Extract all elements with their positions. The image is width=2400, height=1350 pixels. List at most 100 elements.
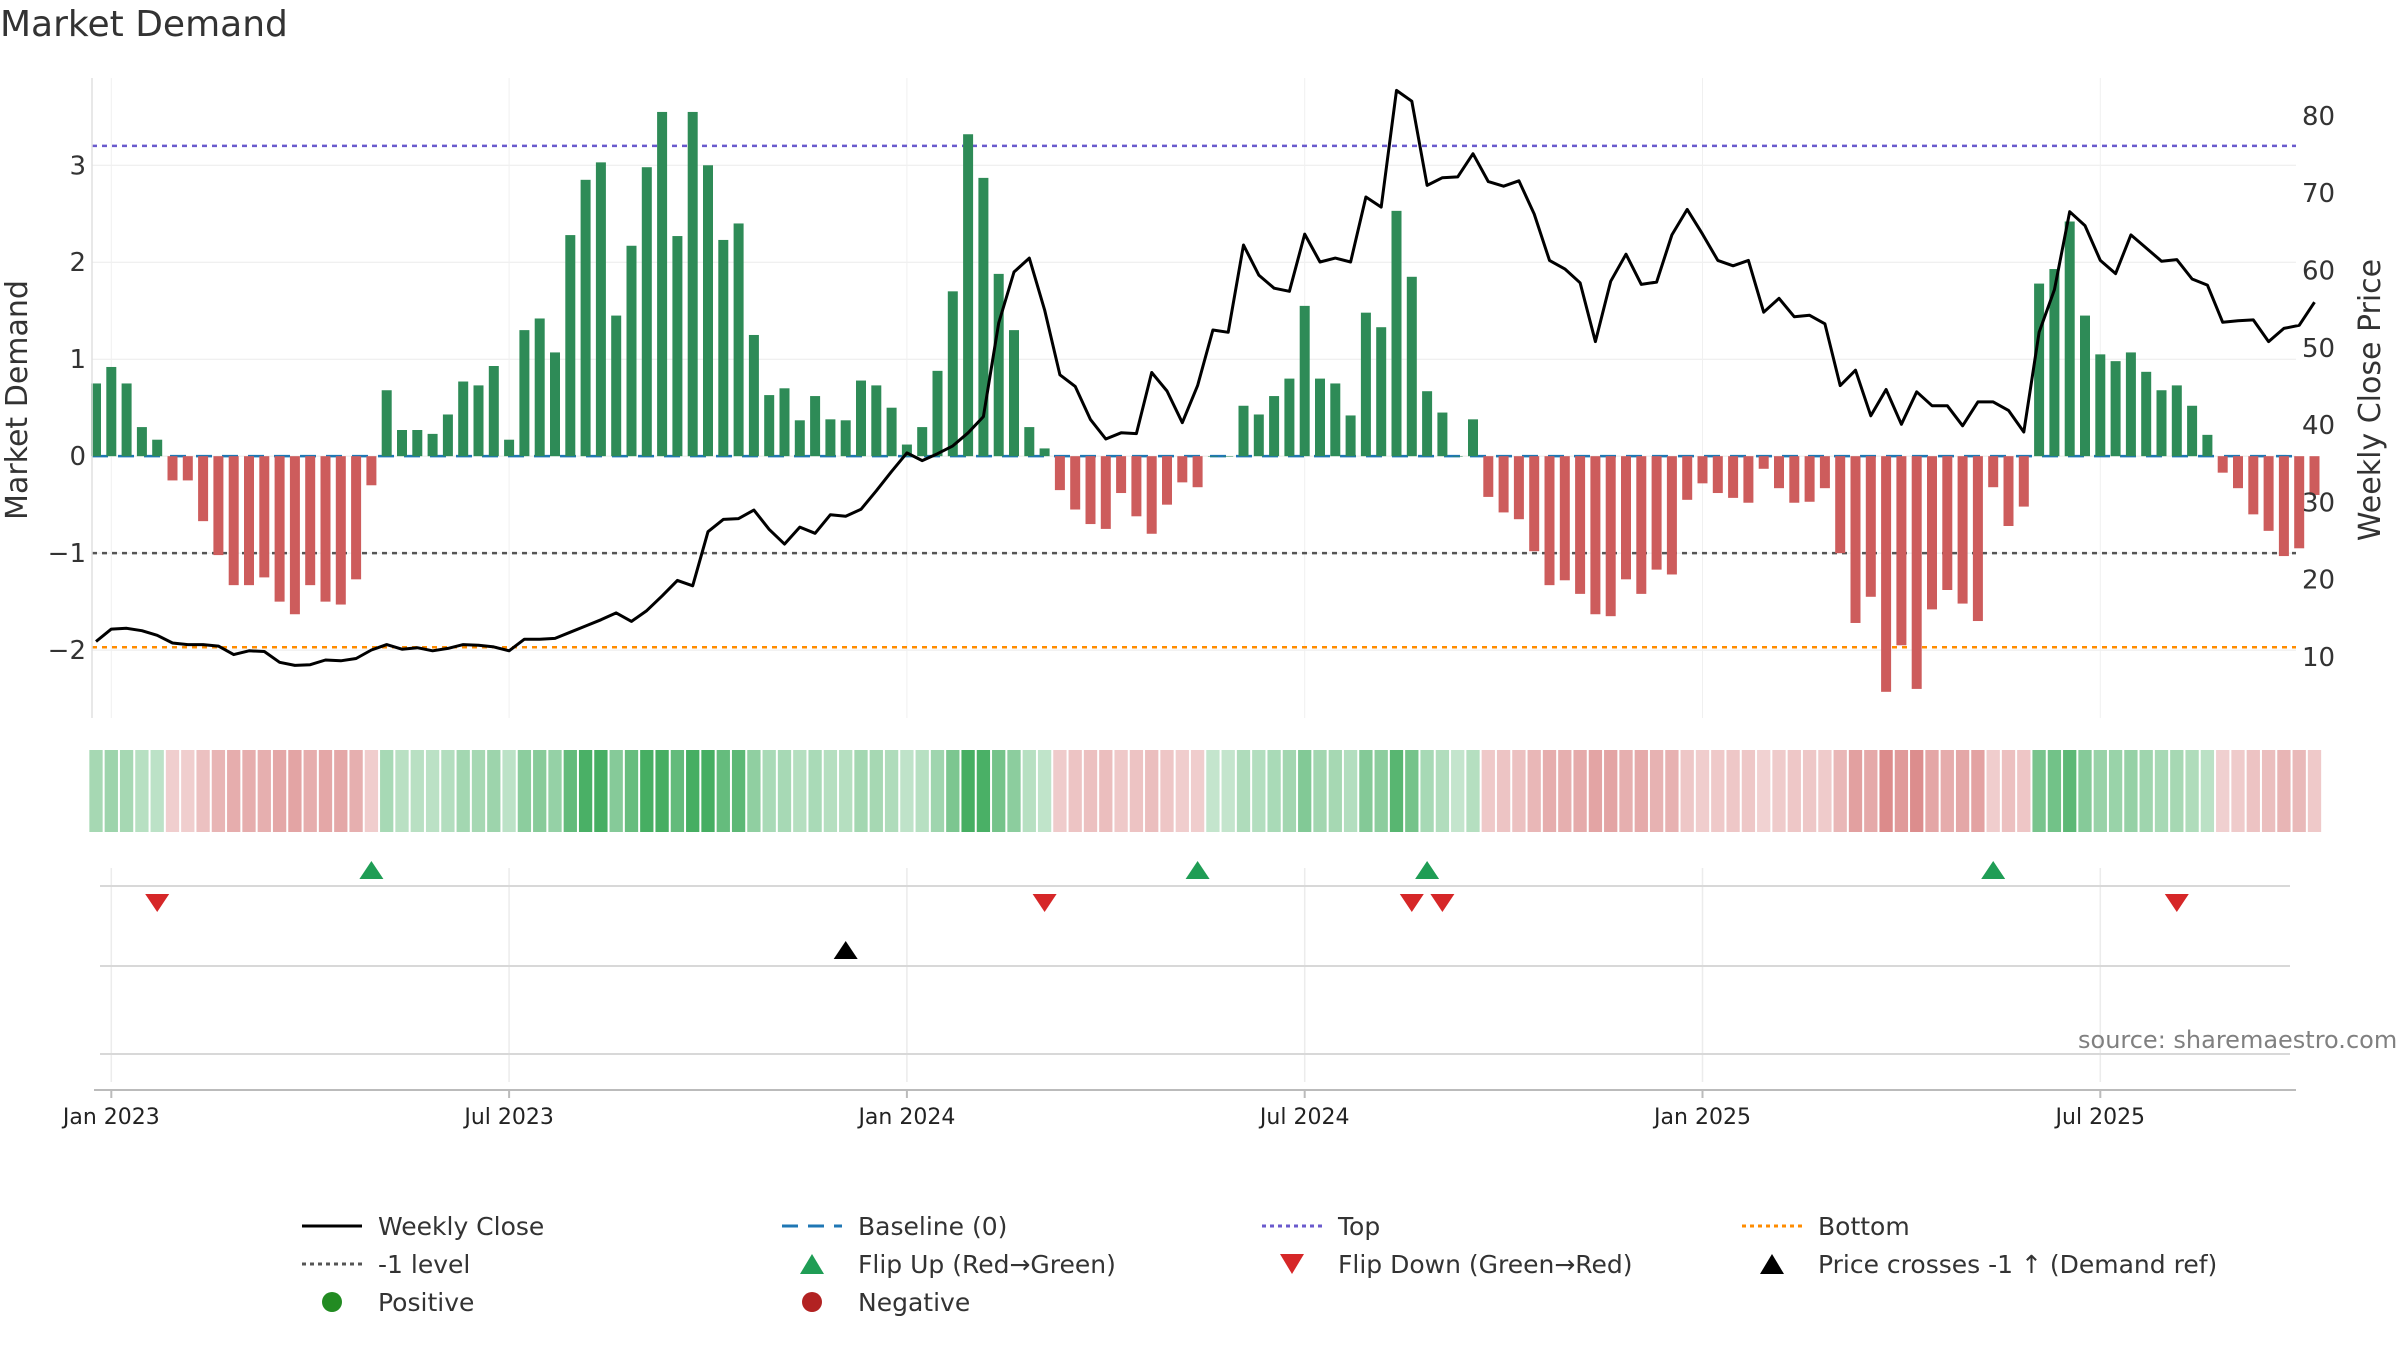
demand-bar — [2187, 405, 2198, 457]
demand-bar — [1957, 456, 1968, 604]
heat-cell — [1236, 750, 1251, 832]
heat-cell — [640, 750, 654, 832]
demand-bar — [2233, 456, 2243, 489]
demand-bar — [305, 456, 316, 586]
heat-cell — [2200, 750, 2215, 832]
triangle-down-icon — [1260, 1249, 1324, 1279]
demand-bar — [1850, 456, 1861, 623]
y2-tick-label: 60 — [2302, 256, 2335, 286]
demand-bar — [1238, 405, 1249, 457]
heat-cell — [1910, 750, 1924, 832]
legend-item-positive: Positive — [300, 1284, 474, 1320]
demand-bar — [917, 427, 928, 457]
demand-bar — [1575, 456, 1586, 594]
demand-bar — [565, 235, 576, 457]
demand-bar — [733, 223, 744, 457]
demand-bar — [2110, 361, 2121, 457]
demand-bar — [121, 383, 132, 457]
heat-cell — [471, 750, 486, 832]
demand-bar — [1315, 378, 1325, 457]
heat-cell — [1053, 750, 1067, 832]
heat-cell — [1343, 750, 1358, 832]
x-tick-label: Jan 2025 — [1652, 1105, 1751, 1130]
demand-bar — [534, 318, 545, 457]
demand-bar — [1513, 456, 1524, 520]
demand-bar — [963, 134, 974, 457]
heat-cell — [1282, 750, 1297, 832]
heat-cell — [900, 750, 914, 832]
demand-bar — [947, 291, 958, 457]
x-tick-label: Jan 2024 — [856, 1105, 955, 1130]
demand-bar — [351, 456, 362, 580]
heat-cell — [334, 750, 348, 832]
demand-bar — [1207, 456, 1218, 457]
heat-cell — [2093, 750, 2107, 832]
demand-bar — [810, 396, 821, 457]
heat-cell — [2277, 750, 2291, 832]
demand-bar — [901, 444, 912, 457]
heat-cell — [1405, 750, 1419, 832]
heat-cell — [839, 750, 853, 832]
demand-bar — [519, 330, 530, 457]
demand-bar — [473, 385, 484, 457]
heat-cell — [915, 750, 929, 832]
heat-cell — [318, 750, 333, 832]
demand-bars — [91, 111, 2320, 692]
heat-cell — [854, 750, 868, 832]
legend-line-dotted-icon — [300, 1249, 364, 1279]
heat-cell — [1955, 750, 1970, 832]
demand-bar — [1529, 456, 1540, 552]
heat-cell — [2108, 750, 2123, 832]
demand-bar — [1162, 456, 1172, 505]
y-tick-label: 3 — [69, 151, 86, 181]
demand-bar — [1024, 427, 1035, 457]
demand-bar — [1253, 414, 1264, 457]
demand-bar — [1697, 456, 1708, 484]
demand-bar — [1758, 456, 1769, 469]
demand-bar — [1223, 456, 1234, 457]
demand-bar — [458, 381, 469, 457]
y2-tick-label: 30 — [2302, 488, 2335, 518]
legend-line-solid-icon — [300, 1211, 364, 1241]
legend-label: -1 level — [378, 1249, 471, 1279]
heat-cell — [456, 750, 470, 832]
demand-bar — [335, 456, 346, 605]
demand-bar — [1666, 456, 1677, 575]
demand-bar — [1651, 456, 1662, 570]
heat-cell — [104, 750, 118, 832]
demand-bar — [748, 334, 759, 457]
demand-bar — [274, 456, 285, 602]
legend-item-price-cross: Price crosses -1 ↑ (Demand ref) — [1740, 1246, 2217, 1282]
heat-cell — [288, 750, 302, 832]
heat-cell — [1252, 750, 1266, 832]
heat-cell — [2185, 750, 2199, 832]
demand-bar — [1345, 415, 1356, 457]
heat-cell — [1848, 750, 1863, 832]
heat-cell — [747, 750, 761, 832]
demand-bar — [228, 456, 239, 586]
legend-label: Top — [1338, 1211, 1381, 1241]
demand-bar — [1406, 276, 1417, 457]
demand-bar — [1804, 456, 1815, 502]
legend-item-baseline: Baseline (0) — [780, 1208, 1007, 1244]
heat-cell — [410, 750, 424, 832]
demand-bar — [871, 385, 882, 457]
heat-cell — [425, 750, 440, 832]
heat-cell — [961, 750, 975, 832]
legend-label: Positive — [378, 1287, 475, 1317]
flip-down-marker — [145, 894, 170, 912]
heat-cell — [1037, 750, 1052, 832]
demand-bar — [611, 315, 622, 457]
demand-bar — [2248, 456, 2259, 515]
heat-cell — [1022, 750, 1036, 832]
heat-cell — [533, 750, 547, 832]
heat-cell — [1833, 750, 1847, 832]
heat-cell — [89, 750, 103, 832]
heat-cell — [257, 750, 271, 832]
legend-label: Baseline (0) — [858, 1211, 1008, 1241]
heat-cell — [1542, 750, 1557, 832]
flip-up-marker — [1981, 861, 2006, 879]
heat-cell — [578, 750, 593, 832]
demand-bar — [672, 236, 683, 457]
